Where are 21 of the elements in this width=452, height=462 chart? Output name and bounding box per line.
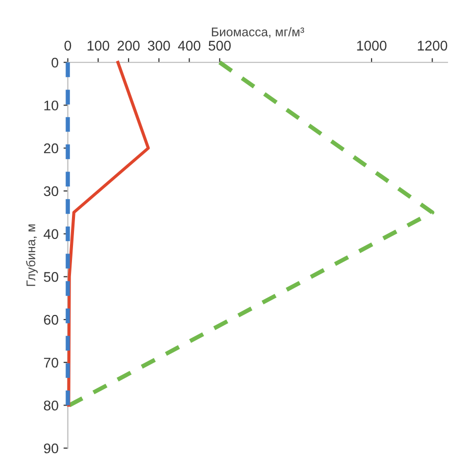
- y-axis-title: Глубина, м: [26, 224, 38, 286]
- y-tick-label: 10: [44, 100, 58, 110]
- x-tick-label: 1200: [418, 40, 448, 51]
- x-tick-label: 200: [118, 40, 140, 51]
- y-tick-label: 30: [44, 186, 58, 196]
- y-tick-label: 90: [44, 443, 58, 454]
- y-tick-label: 20: [44, 143, 58, 154]
- x-axis-title: Биомасса, мг/м³: [212, 27, 304, 38]
- y-tick-label: 50: [44, 272, 58, 282]
- x-tick-label: 500: [208, 40, 231, 51]
- x-tick-label: 100: [88, 40, 110, 51]
- y-tick-label: 70: [44, 358, 58, 368]
- x-tick-label: 300: [148, 40, 170, 51]
- x-tick-label: 0: [64, 40, 72, 51]
- x-tick-label: 400: [178, 40, 200, 51]
- y-tick-label: 60: [44, 314, 58, 325]
- x-tick-label: 1000: [357, 40, 386, 51]
- y-tick-label: 0: [52, 58, 58, 68]
- y-tick-label: 80: [44, 400, 58, 410]
- y-tick-label: 40: [44, 229, 58, 239]
- line-series: [66, 60, 70, 408]
